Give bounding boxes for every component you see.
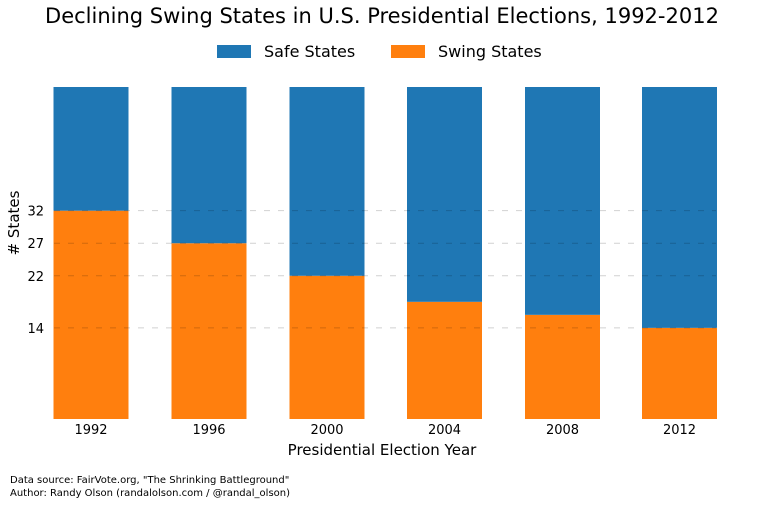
y-axis-label: # States xyxy=(5,190,23,255)
x-tick-label: 1992 xyxy=(74,423,107,438)
data-source-note: Data source: FairVote.org, "The Shrinkin… xyxy=(10,475,290,486)
bar-swing-states-2000 xyxy=(289,275,365,419)
y-tick-label: 32 xyxy=(27,205,44,220)
chart: Declining Swing States in U.S. President… xyxy=(5,4,719,459)
bar-swing-states-1996 xyxy=(171,243,247,419)
legend: Safe States Swing States xyxy=(217,42,542,61)
bar-swing-states-2008 xyxy=(525,314,600,419)
bar-safe-states-2012 xyxy=(642,87,717,328)
x-tick-label: 2012 xyxy=(663,423,696,438)
y-tick-label: 27 xyxy=(27,237,44,252)
legend-swatch xyxy=(217,45,251,58)
x-tick-label: 2000 xyxy=(310,423,343,438)
x-ticks: 1992 1996 2000 2004 2008 2012 xyxy=(74,423,696,438)
x-tick-label: 2008 xyxy=(546,423,579,438)
x-tick-label: 1996 xyxy=(192,423,225,438)
grid xyxy=(54,210,716,329)
legend-label: Swing States xyxy=(438,42,542,61)
bar-safe-states-1996 xyxy=(171,87,247,244)
bar-safe-states-2004 xyxy=(407,87,482,302)
legend-swatch xyxy=(391,45,425,58)
x-axis-label: Presidential Election Year xyxy=(288,441,477,459)
chart-title: Declining Swing States in U.S. President… xyxy=(45,4,719,28)
bar-safe-states-1992 xyxy=(53,87,129,211)
x-tick-label: 2004 xyxy=(428,423,461,438)
y-tick-label: 22 xyxy=(27,270,44,285)
bar-safe-states-2000 xyxy=(289,87,365,276)
y-tick-label: 14 xyxy=(27,322,44,337)
bar-swing-states-2012 xyxy=(642,327,717,419)
y-ticks: 14 22 27 32 xyxy=(27,205,44,337)
bar-swing-states-2004 xyxy=(407,301,482,419)
bar-swing-states-1992 xyxy=(53,210,129,419)
bars xyxy=(53,87,717,419)
legend-label: Safe States xyxy=(264,42,355,61)
author-note: Author: Randy Olson (randalolson.com / @… xyxy=(10,488,291,499)
bar-safe-states-2008 xyxy=(525,87,600,315)
